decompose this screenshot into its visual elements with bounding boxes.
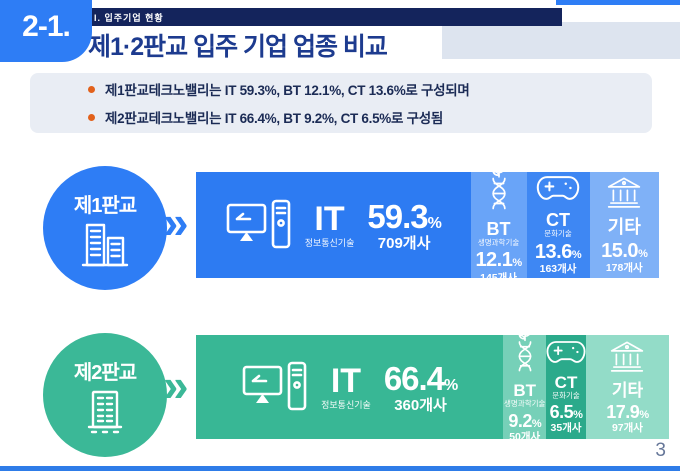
bullet-text: 제2판교테크노밸리는 IT 66.4%, BT 9.2%, CT 6.5%로 구… — [105, 111, 443, 126]
pangyo1-label: 제1판교 — [73, 195, 137, 217]
stacked-bar-pangyo1: IT 정보통신기술 59.3% 709개사 BT 생명과학기술 12.1% 14… — [196, 165, 659, 283]
top-accent-line — [556, 0, 680, 5]
segment-count: 178개사 — [605, 261, 643, 274]
double-chevron-icon: » — [163, 196, 189, 248]
kicker-bar: I. 입주기업 현황 — [76, 8, 562, 26]
kicker-text: I. 입주기업 현황 — [94, 12, 164, 23]
bullet-item: 제2판교테크노밸리는 IT 66.4%, BT 9.2%, CT 6.5%로 구… — [88, 107, 652, 127]
header: I. 입주기업 현황 제1·2판교 입주 기업 업종 비교 — [74, 5, 680, 69]
segment-bt: BT 생명과학기술 12.1% 145개사 — [470, 165, 527, 283]
summary-panel: 제1판교테크노밸리는 IT 59.3%, BT 12.1%, CT 13.6%로… — [30, 73, 652, 133]
segment-label-group: IT 정보통신기술 — [321, 364, 371, 410]
segment-count: 709개사 — [377, 234, 431, 252]
segment-label-group: IT 정보통신기술 — [305, 202, 355, 248]
segment-count: 360개사 — [394, 396, 447, 414]
double-chevron-icon: » — [163, 359, 189, 411]
segment-code: IT — [330, 362, 362, 400]
bullet-dot — [88, 85, 95, 93]
segment-count: 163개사 — [539, 263, 577, 276]
segment-code: IT — [314, 200, 345, 238]
bullet-item: 제1판교테크노밸리는 IT 59.3%, BT 12.1%, CT 13.6%로… — [88, 79, 652, 99]
segment-code: 기타 — [607, 217, 641, 238]
gamepad-icon — [536, 174, 580, 206]
bank-icon — [605, 175, 643, 213]
segment-code: BT — [486, 218, 511, 239]
segment-percent: 15.0% — [601, 239, 648, 262]
bottom-accent-line — [0, 466, 680, 471]
segment-sublabel: 생명과학기술 — [504, 399, 546, 409]
segment-percent: 66.4% — [383, 359, 458, 397]
segment-etc: 기타 15.0% 178개사 — [589, 172, 659, 278]
segment-percent: 6.5% — [549, 402, 583, 423]
bullet-dot — [88, 113, 95, 121]
segment-value-group: 59.3% 709개사 — [367, 197, 441, 252]
segment-it: IT 정보통신기술 66.4% 360개사 — [196, 335, 504, 439]
segment-ct: CT 문화기술 13.6% 163개사 — [526, 172, 590, 278]
section-badge-label: 2-1. — [22, 10, 71, 43]
segment-sublabel: 문화기술 — [552, 390, 580, 400]
building-icon — [83, 390, 127, 434]
segment-code: BT — [513, 381, 537, 401]
page-number: 3 — [655, 440, 666, 461]
segment-percent: 12.1% — [475, 249, 522, 272]
stacked-bar-pangyo2: IT 정보통신기술 66.4% 360개사 BT 생명과학기술 9.2% 50개… — [196, 330, 669, 443]
gamepad-icon — [546, 339, 586, 369]
buildings-icon — [81, 223, 129, 267]
pangyo1-circle: 제1판교 — [43, 166, 167, 290]
segment-it: IT 정보통신기술 59.3% 709개사 — [196, 172, 471, 278]
segment-sublabel: 생명과학기술 — [477, 237, 520, 247]
segment-sublabel: 정보통신기술 — [304, 238, 355, 248]
segment-count: 145개사 — [480, 271, 517, 284]
pangyo2-label: 제2판교 — [73, 362, 137, 384]
dna-icon — [509, 330, 541, 377]
segment-code: 기타 — [611, 381, 644, 401]
dna-icon — [482, 165, 516, 215]
page-title: 제1·2판교 입주 기업 업종 비교 — [88, 33, 388, 61]
segment-ct: CT 문화기술 6.5% 35개사 — [546, 335, 587, 439]
segment-value-group: 66.4% 360개사 — [383, 359, 458, 414]
segment-etc: 기타 17.9% 97개사 — [586, 335, 669, 439]
segment-code: CT — [554, 372, 578, 392]
segment-percent: 9.2% — [508, 410, 542, 431]
pangyo2-circle: 제2판교 — [43, 333, 167, 457]
segment-percent: 13.6% — [534, 240, 582, 263]
segment-count: 50개사 — [509, 430, 541, 443]
segment-sublabel: 정보통신기술 — [321, 400, 371, 410]
segment-code: CT — [546, 210, 571, 231]
segment-percent: 17.9% — [606, 402, 649, 423]
segment-percent: 59.3% — [367, 197, 441, 235]
segment-sublabel: 문화기술 — [544, 229, 572, 239]
bullet-text: 제1판교테크노밸리는 IT 59.3%, BT 12.1%, CT 13.6%로… — [105, 83, 470, 98]
segment-count: 35개사 — [550, 422, 582, 435]
segment-count: 97개사 — [611, 422, 643, 435]
bank-icon — [608, 339, 646, 377]
section-badge: 2-1. — [0, 0, 92, 62]
computer-icon — [242, 361, 308, 413]
header-accent-band — [442, 22, 680, 59]
computer-icon — [226, 199, 292, 251]
segment-bt: BT 생명과학기술 9.2% 50개사 — [503, 330, 547, 443]
